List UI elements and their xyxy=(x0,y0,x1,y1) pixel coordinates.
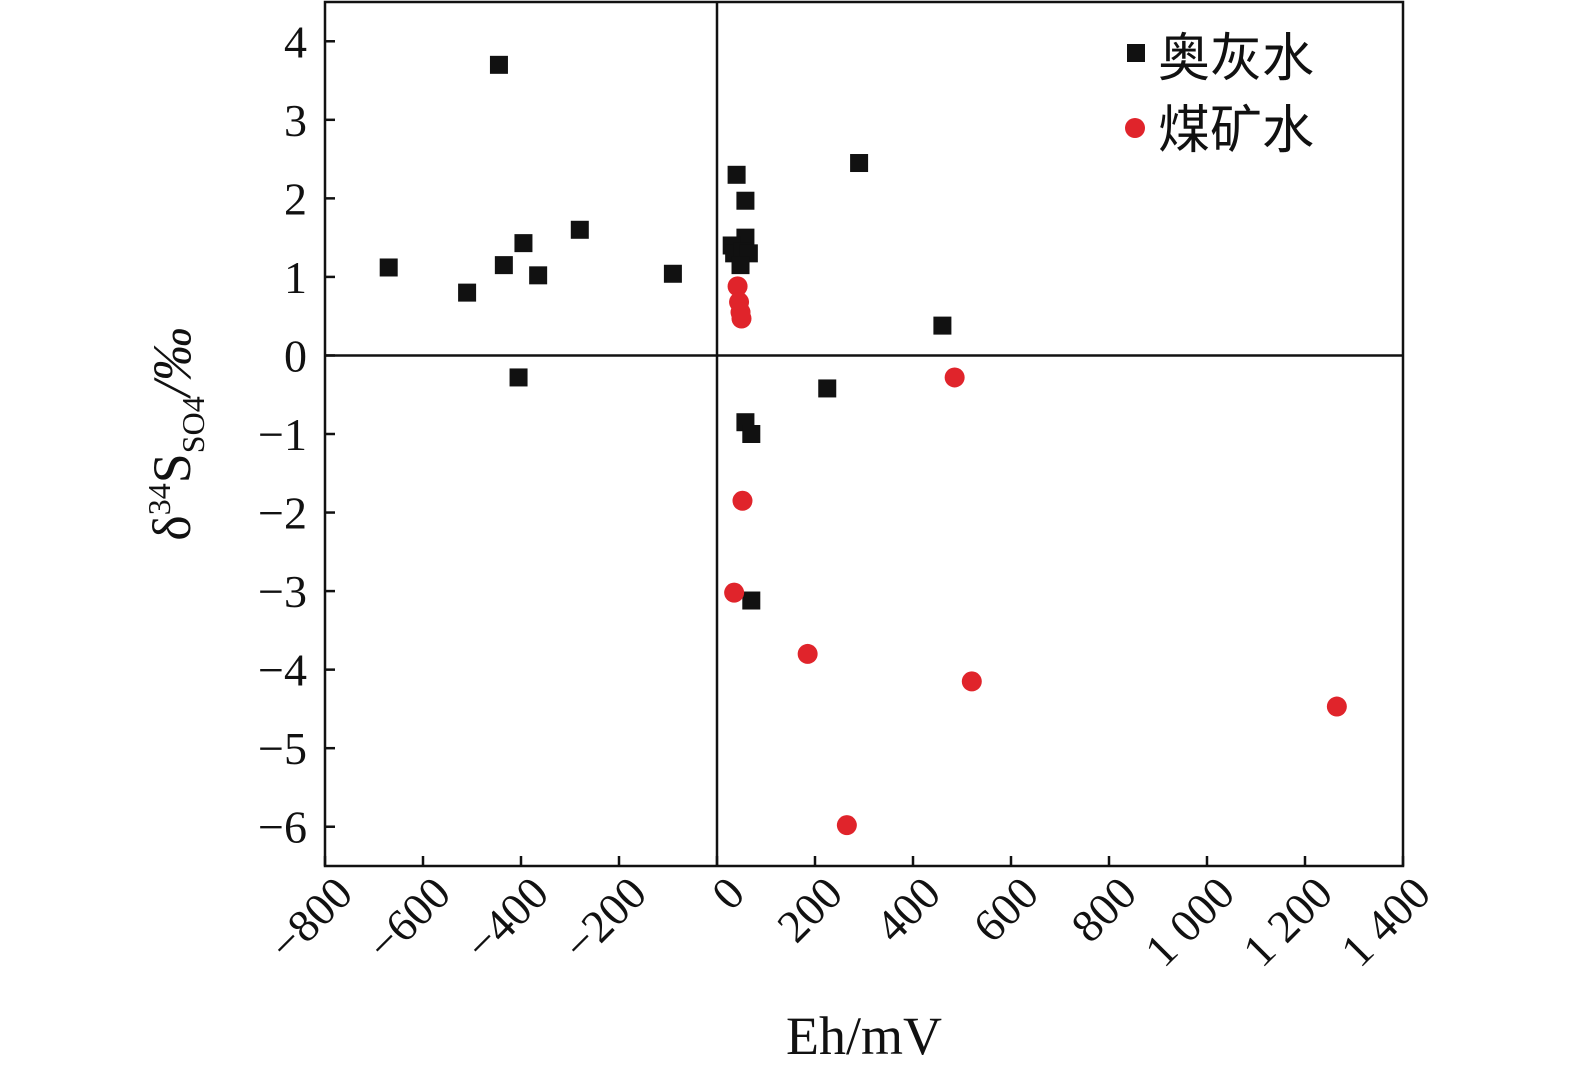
point-aohui xyxy=(494,256,513,275)
x-tick-label: −800 xyxy=(259,867,362,970)
y-axis-title-unit: /‰ xyxy=(142,327,202,399)
x-tick-label: 800 xyxy=(1061,867,1146,952)
point-meikuang xyxy=(724,582,745,603)
y-tick-label: −6 xyxy=(258,802,307,853)
point-meikuang xyxy=(1326,696,1347,717)
point-aohui xyxy=(818,379,837,398)
y-tick-label: 2 xyxy=(284,173,307,224)
point-aohui xyxy=(742,591,761,610)
point-meikuang xyxy=(961,671,982,692)
y-tick-label: −3 xyxy=(258,566,307,617)
x-tick-label: 1 200 xyxy=(1233,867,1342,976)
x-tick-label: −400 xyxy=(455,867,558,970)
legend-label-meikuang: 煤矿水 xyxy=(1158,101,1314,161)
legend-marker-circle xyxy=(1125,118,1145,138)
point-meikuang xyxy=(797,643,818,664)
point-aohui xyxy=(570,220,589,239)
point-aohui xyxy=(379,258,398,277)
point-meikuang xyxy=(732,490,753,511)
y-tick-label: 1 xyxy=(284,252,307,303)
point-meikuang xyxy=(731,308,752,329)
y-tick-label: 3 xyxy=(284,95,307,146)
x-tick-label: −600 xyxy=(357,867,460,970)
y-tick-label: 4 xyxy=(284,16,307,67)
y-axis-title-sup: 34 xyxy=(141,483,177,515)
y-tick-label: −5 xyxy=(258,723,307,774)
point-aohui xyxy=(933,316,952,335)
y-tick-label: 0 xyxy=(284,330,307,381)
y-axis-ticks: 4 3 2 1 0 −1 −2 −3 −4 −5 −6 xyxy=(258,16,335,853)
x-tick-label: 600 xyxy=(963,867,1048,952)
y-axis-title: δ34SSO4/‰ xyxy=(141,327,211,540)
x-axis-title: Eh/mV xyxy=(786,1006,942,1066)
y-axis-title-sub: SO4 xyxy=(175,396,211,453)
point-aohui xyxy=(458,283,477,302)
x-tick-label: 200 xyxy=(767,867,852,952)
point-aohui xyxy=(529,266,548,285)
point-aohui xyxy=(509,368,528,387)
x-tick-label: 0 xyxy=(702,867,754,919)
point-aohui xyxy=(736,191,755,210)
point-aohui xyxy=(742,425,761,443)
point-meikuang xyxy=(727,276,748,297)
x-tick-label: 1 400 xyxy=(1331,867,1440,976)
point-aohui xyxy=(727,165,746,184)
point-aohui xyxy=(489,55,508,74)
y-axis-title-delta: δ xyxy=(142,515,202,540)
y-axis-title-base: S xyxy=(142,453,202,483)
point-aohui xyxy=(736,228,755,247)
y-tick-label: −2 xyxy=(258,488,307,539)
x-tick-label: −200 xyxy=(553,867,656,970)
y-tick-label: −4 xyxy=(258,645,307,696)
point-meikuang xyxy=(836,815,857,836)
point-aohui xyxy=(514,234,533,253)
point-aohui xyxy=(850,154,869,173)
legend: 奥灰水 煤矿水 xyxy=(1125,29,1314,161)
legend-marker-square xyxy=(1127,44,1145,62)
point-aohui xyxy=(731,256,750,275)
x-tick-label: 400 xyxy=(865,867,950,952)
point-aohui xyxy=(663,264,682,283)
data-points xyxy=(379,55,1347,836)
y-tick-label: −1 xyxy=(258,409,307,460)
legend-label-aohui: 奥灰水 xyxy=(1158,29,1314,89)
point-meikuang xyxy=(944,367,965,388)
x-tick-label: 1 000 xyxy=(1135,867,1244,976)
